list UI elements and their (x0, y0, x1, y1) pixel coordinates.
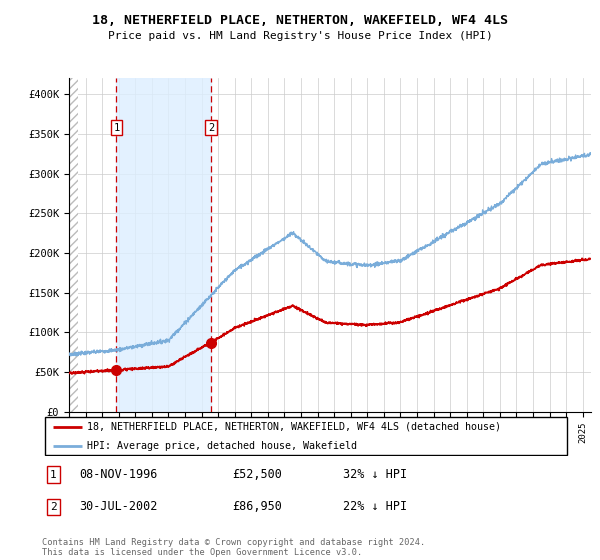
Text: 32% ↓ HPI: 32% ↓ HPI (343, 468, 407, 481)
Text: 30-JUL-2002: 30-JUL-2002 (79, 500, 157, 514)
Text: £52,500: £52,500 (232, 468, 282, 481)
Text: £86,950: £86,950 (232, 500, 282, 514)
Bar (69, 78, 78, 412)
Text: 08-NOV-1996: 08-NOV-1996 (79, 468, 157, 481)
Text: 18, NETHERFIELD PLACE, NETHERTON, WAKEFIELD, WF4 4LS: 18, NETHERFIELD PLACE, NETHERTON, WAKEFI… (92, 14, 508, 27)
Text: Contains HM Land Registry data © Crown copyright and database right 2024.
This d: Contains HM Land Registry data © Crown c… (42, 538, 425, 557)
FancyBboxPatch shape (44, 417, 568, 455)
Text: 2: 2 (208, 123, 214, 133)
Text: 1: 1 (113, 123, 119, 133)
Text: HPI: Average price, detached house, Wakefield: HPI: Average price, detached house, Wake… (87, 441, 357, 450)
Bar (116, 78, 211, 412)
Text: 2: 2 (50, 502, 56, 512)
Text: Price paid vs. HM Land Registry's House Price Index (HPI): Price paid vs. HM Land Registry's House … (107, 31, 493, 41)
Text: 22% ↓ HPI: 22% ↓ HPI (343, 500, 407, 514)
Text: 18, NETHERFIELD PLACE, NETHERTON, WAKEFIELD, WF4 4LS (detached house): 18, NETHERFIELD PLACE, NETHERTON, WAKEFI… (87, 422, 501, 432)
Text: 1: 1 (50, 470, 56, 479)
